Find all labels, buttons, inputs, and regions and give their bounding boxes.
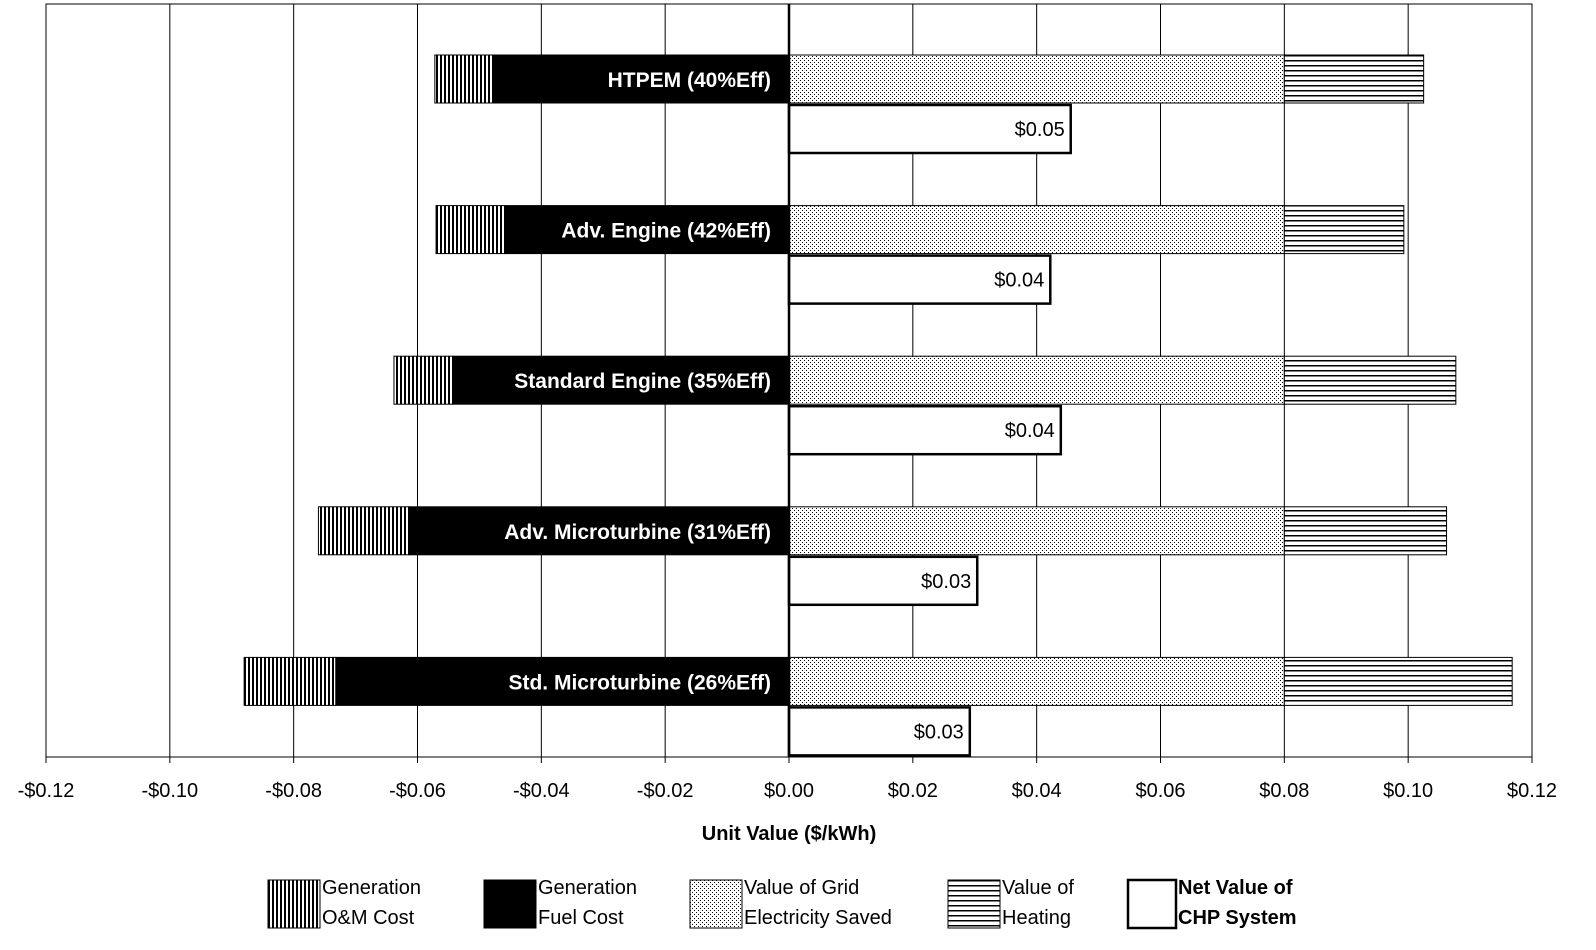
legend-label: O&M Cost	[322, 907, 415, 929]
legend-label: Fuel Cost	[538, 907, 624, 929]
bar-generation-fuel-cost	[452, 355, 790, 405]
bar-value-grid-electricity	[788, 656, 1285, 706]
bar-value-grid-electricity	[788, 506, 1285, 556]
legend-label: Generation	[538, 877, 637, 899]
legend: Generation O&M Cost Generation Fuel Cost Val…	[267, 877, 1297, 930]
x-tick-label: -$0.10	[141, 780, 198, 802]
legend-swatch	[689, 879, 743, 929]
x-tick-label: -$0.02	[637, 780, 694, 802]
legend-label: Electricity Saved	[744, 907, 892, 929]
category-label: Std. Microturbine (26%Eff)	[508, 671, 771, 694]
bar-value-heating	[1283, 205, 1405, 255]
bar-net-value	[787, 706, 972, 757]
x-tick-label: $0.04	[1012, 780, 1062, 802]
net-value-data-label: $0.03	[921, 571, 971, 593]
x-tick-label: $0.00	[764, 780, 814, 802]
bar-value-heating	[1283, 656, 1513, 706]
bar-value-grid-electricity	[788, 355, 1285, 405]
legend-label: Heating	[1002, 907, 1071, 929]
x-tick-label: -$0.04	[513, 780, 570, 802]
category-label: HTPEM (40%Eff)	[608, 69, 771, 92]
bar-value-heating	[1283, 506, 1448, 556]
axes	[45, 4, 1533, 763]
x-tick-label: -$0.06	[389, 780, 446, 802]
net-value-data-label: $0.05	[1015, 119, 1065, 141]
bar-value-grid-electricity	[788, 54, 1285, 104]
x-axis-title: Unit Value ($/kWh)	[702, 823, 876, 845]
bar-generation-om-cost	[243, 656, 337, 706]
bar-generation-om-cost	[435, 205, 507, 255]
legend-swatch	[1126, 878, 1178, 930]
bar-net-value	[787, 254, 1052, 305]
bar-generation-om-cost	[434, 54, 495, 104]
category-label: Adv. Engine (42%Eff)	[561, 220, 771, 243]
legend-label: Net Value of	[1178, 877, 1293, 899]
x-tick-label: $0.12	[1507, 780, 1557, 802]
bar-value-heating	[1283, 355, 1457, 405]
legend-label: CHP System	[1178, 907, 1297, 929]
x-tick-label: $0.06	[1135, 780, 1185, 802]
legend-swatch	[483, 879, 537, 929]
bar-generation-fuel-cost	[408, 506, 790, 556]
bars	[243, 54, 1513, 757]
x-tick-label: $0.10	[1383, 780, 1433, 802]
legend-label: Value of	[1002, 877, 1074, 899]
bar-generation-fuel-cost	[493, 54, 790, 104]
bar-net-value	[787, 404, 1063, 456]
bar-net-value	[787, 103, 1072, 155]
labels: -$0.12 -$0.10 -$0.08 -$0.06 -$0.04 -$0.02 $0.0…	[18, 69, 1557, 845]
category-label: Standard Engine (35%Eff)	[514, 370, 771, 393]
x-tick-label: $0.02	[888, 780, 938, 802]
bar-generation-om-cost	[393, 355, 454, 405]
net-value-data-label: $0.04	[994, 270, 1044, 292]
x-tick-label: -$0.12	[18, 780, 75, 802]
category-label: Adv. Microturbine (31%Eff)	[504, 521, 771, 544]
bar-generation-om-cost	[317, 506, 410, 556]
bar-value-grid-electricity	[788, 205, 1285, 255]
bar-net-value	[787, 555, 979, 607]
net-value-data-label: $0.03	[914, 721, 964, 743]
legend-label: Value of Grid	[744, 877, 859, 899]
net-value-data-label: $0.04	[1005, 420, 1055, 442]
x-tick-label: $0.08	[1259, 780, 1309, 802]
legend-swatch	[947, 879, 1001, 929]
x-tick-label: -$0.08	[265, 780, 322, 802]
legend-swatch	[267, 879, 321, 929]
legend-label: Generation	[322, 877, 421, 899]
bar-value-heating	[1283, 54, 1425, 104]
